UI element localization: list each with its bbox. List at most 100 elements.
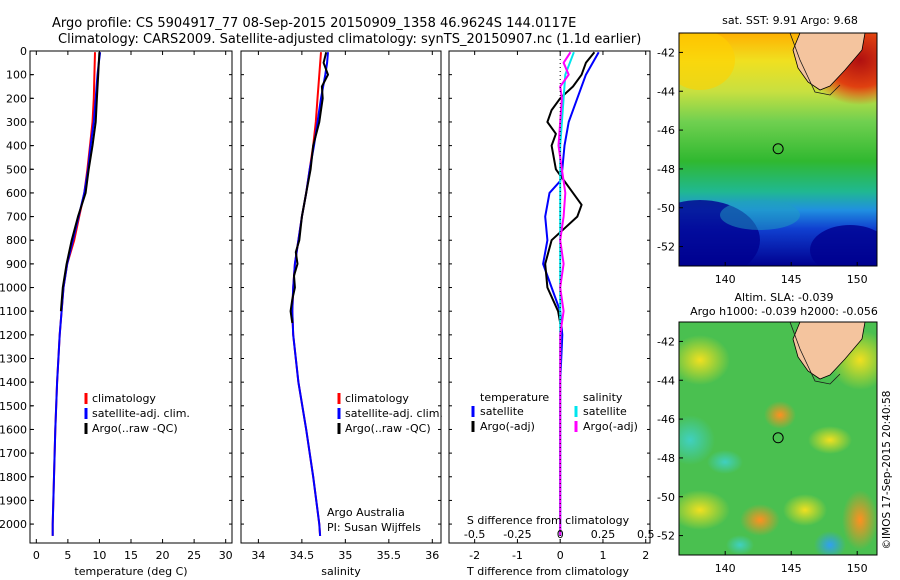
map-y-tick-label: -46 [657,124,675,137]
depth-tick-label: 2000 [0,518,27,531]
legend-label-s-satellite: satellite [583,405,627,418]
depth-tick-label: 1000 [0,282,27,295]
depth-tick-label: 200 [6,92,27,105]
x-tick-label: 35.5 [377,549,402,562]
legend-title-temperature: temperature [480,391,549,404]
annotation-pi: PI: Susan Wijffels [327,521,421,534]
difference-panel: -2 -1 0 1 2 -0.5 -0.25 0 0.25 0.5 [449,50,655,562]
series-line-1 [291,52,329,536]
difference-legend: temperature satellite Argo(-adj) salinit… [471,391,638,433]
legend-label-t-satellite: satellite [480,405,524,418]
temperature-xlabel: temperature (deg C) [74,565,187,578]
depth-tick-label: 1200 [0,329,27,342]
x2-tick-label: -0.25 [503,528,531,541]
x-tick-label: 2 [642,549,649,562]
map-x-tick-label: 150 [847,273,868,286]
legend-title-salinity: salinity [583,391,623,404]
map-x-tick-label: 145 [781,273,802,286]
depth-tick-label: 900 [6,258,27,271]
x-tick-label: 1 [599,549,606,562]
map-y-tick-label: -48 [657,163,675,176]
sst-map-frame [678,32,878,267]
salinity-legend: climatology satellite-adj. clim. Argo(..… [337,392,443,435]
x-tick-label: 34.5 [290,549,315,562]
map-y-tick-label: -42 [657,335,675,348]
map-y-tick-label: -50 [657,491,675,504]
map-y-tick-label: -46 [657,413,675,426]
depth-tick-label: 1900 [0,494,27,507]
series-line-1 [51,52,102,536]
series-line-1 [544,51,596,324]
tasmania-land-shape [792,322,866,380]
depth-tick-label: 700 [6,211,27,224]
map-x-tick-label: 145 [781,562,802,575]
series-line-2 [289,51,329,324]
depth-tick-label: 800 [6,234,27,247]
x-tick-label: 30 [219,549,233,562]
map-x-tick-label: 150 [847,562,868,575]
x-tick-label: -1 [512,549,523,562]
x-tick-label: 35 [338,549,352,562]
map-y-tick-label: -52 [657,530,675,543]
temperature-panel: 0 5 10 15 20 25 30 [30,50,233,562]
sla-map-field [679,322,877,555]
x-tick-label: 20 [156,549,170,562]
depth-tick-label: 1700 [0,447,27,460]
depth-tick-label: 100 [6,69,27,82]
legend-label-climatology: climatology [92,392,156,405]
x-tick-label: -2 [469,549,480,562]
depth-tick-label: 1300 [0,353,27,366]
map-y-tick-label: -44 [657,374,675,387]
depth-tick-label: 1500 [0,400,27,413]
series-line-3 [557,51,572,536]
sst-map-axes: 140 145 150 -42 -44 -46 -48 -50 -52 [657,46,868,286]
x-tick-label: 10 [92,549,106,562]
x-tick-label: 34 [251,549,265,562]
series-line-2 [559,51,575,536]
depth-tick-label: 1400 [0,376,27,389]
difference-xlabel: T difference from climatology [466,565,629,578]
depth-tick-label: 1100 [0,305,27,318]
difference-x2label: S difference from climatology [467,514,630,527]
depth-tick-label: 500 [6,163,27,176]
tasmania-land-shape [792,33,866,91]
header-line-1: Argo profile: CS 5904917_77 08-Sep-2015 … [52,16,576,31]
x2-tick-label: 0 [557,528,564,541]
header-line-2: Climatology: CARS2009. Satellite-adjuste… [58,32,641,47]
series-line-2 [59,52,101,312]
map-y-tick-label: -48 [657,452,675,465]
x-tick-label: 5 [64,549,71,562]
map-y-tick-label: -44 [657,85,675,98]
x2-tick-label: -0.5 [464,528,485,541]
legend-label-argo: Argo(..raw -QC) [92,422,178,435]
shelf-contour [789,322,841,385]
salinity-panel: 34 34.5 35 35.5 36 [241,50,441,562]
depth-tick-label: 1600 [0,423,27,436]
temperature-legend: climatology satellite-adj. clim. Argo(..… [84,392,190,435]
sla-map-title-2: Argo h1000: -0.039 h2000: -0.056 [690,305,878,318]
map-y-tick-label: -42 [657,46,675,59]
legend-label-t-argo: Argo(-adj) [480,420,535,433]
x-tick-label: 15 [124,549,138,562]
salinity-panel-frame [240,50,442,544]
map-y-tick-label: -50 [657,202,675,215]
x-tick-label: 0 [33,549,40,562]
sla-profile-location-marker [772,432,784,444]
sst-map-field [679,33,877,266]
depth-tick-label: 0 [20,45,27,58]
x2-tick-label: 0.5 [637,528,655,541]
salinity-xlabel: salinity [321,565,361,578]
shelf-contour [789,33,841,96]
x2-tick-label: 0.25 [591,528,616,541]
legend-label-climatology: climatology [345,392,409,405]
sla-map-title-1: Altim. SLA: -0.039 [734,291,833,304]
x-tick-label: 25 [187,549,201,562]
sst-map-title: sat. SST: 9.91 Argo: 9.68 [722,14,858,27]
series-line-0 [51,52,96,536]
legend-label-satellite: satellite-adj. clim. [92,407,190,420]
temperature-panel-frame [29,50,233,544]
depth-tick-label: 1800 [0,471,27,484]
sst-profile-location-marker [772,143,784,155]
map-y-tick-label: -52 [657,241,675,254]
sla-map-frame [678,321,878,556]
